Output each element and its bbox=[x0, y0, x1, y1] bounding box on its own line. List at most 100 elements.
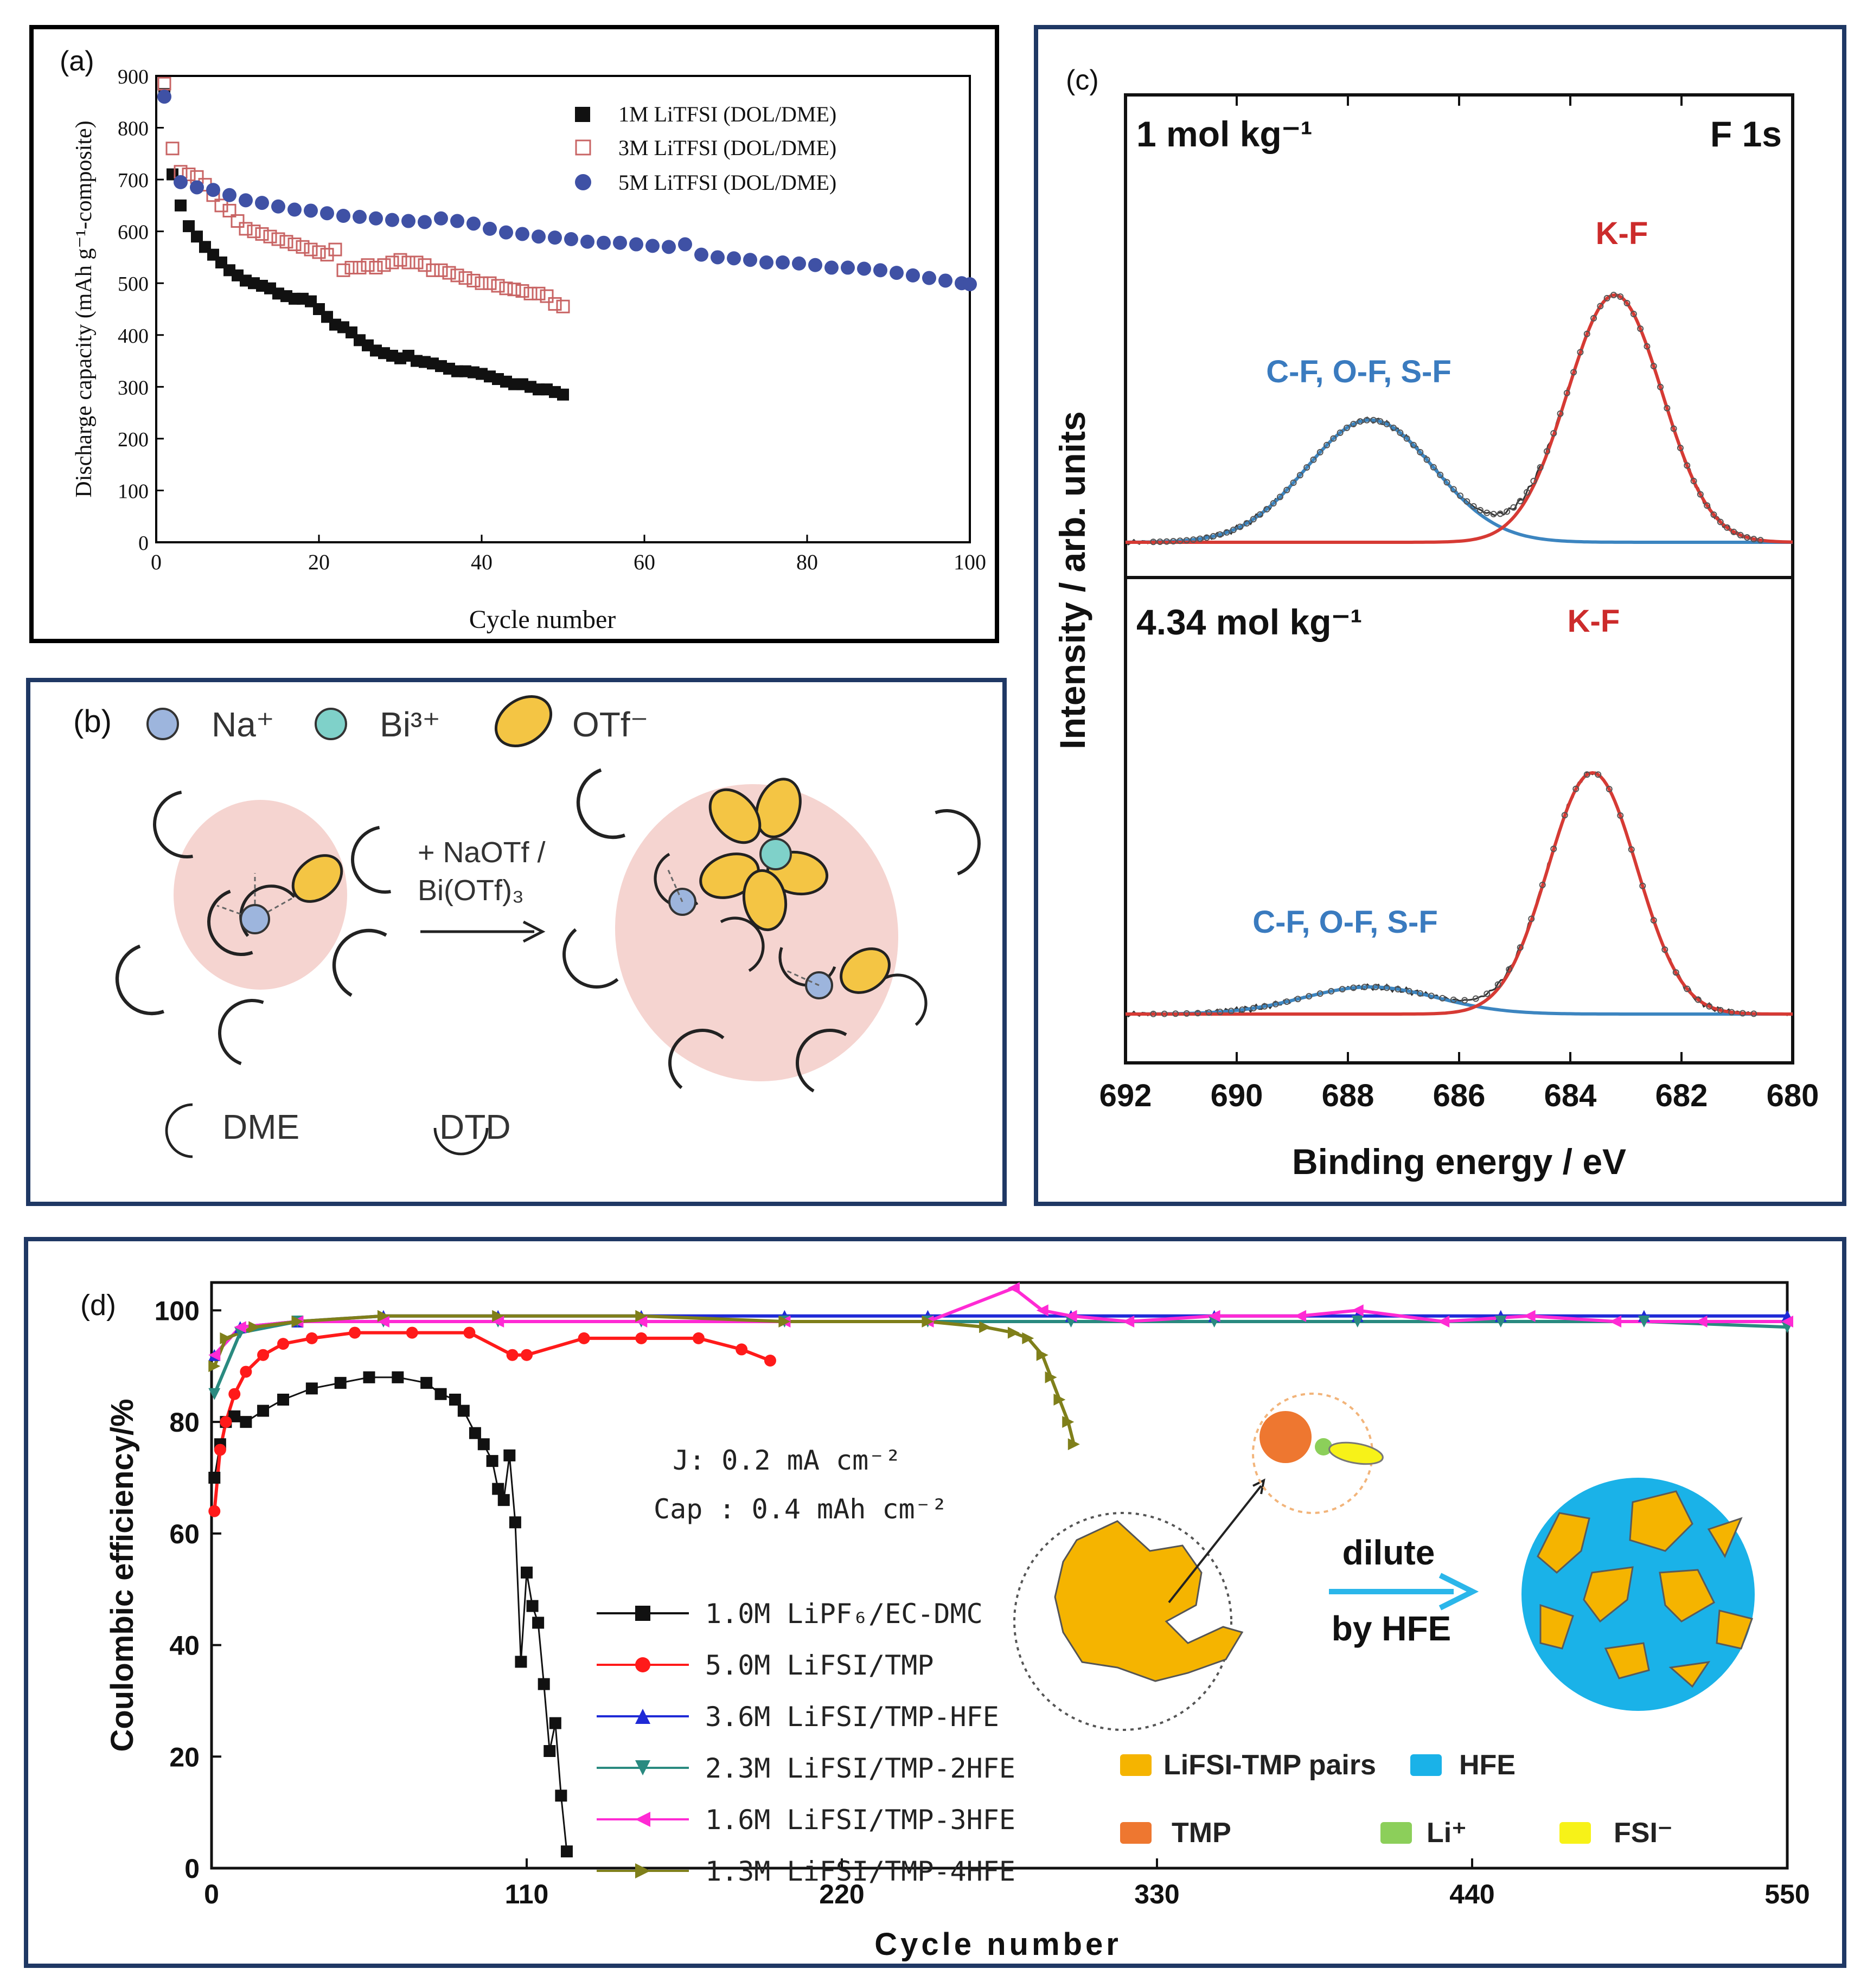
y-tick-label: 40 bbox=[169, 1631, 200, 1661]
data-point-3m bbox=[475, 276, 489, 290]
data-point-circle bbox=[228, 1388, 241, 1400]
data-point-3m bbox=[507, 283, 521, 297]
data-point bbox=[1296, 472, 1303, 479]
data-point-circle bbox=[736, 1343, 748, 1356]
data-point-triangle-right bbox=[778, 1316, 791, 1328]
data-point bbox=[1243, 520, 1250, 527]
data-point bbox=[1730, 528, 1737, 535]
zoom-pointer-line bbox=[1168, 1485, 1262, 1604]
data-point-1m bbox=[183, 220, 195, 233]
zoom-pointer-head bbox=[1252, 1478, 1265, 1495]
data-point-3m bbox=[499, 281, 513, 296]
legend-otf-label: OTf⁻ bbox=[572, 705, 648, 744]
data-point bbox=[1361, 984, 1368, 991]
data-point bbox=[1517, 497, 1524, 504]
data-point-circle bbox=[521, 1349, 533, 1361]
panel-b-tag: (b) bbox=[73, 704, 112, 739]
data-point bbox=[1230, 527, 1237, 534]
data-point-triangle-left bbox=[1351, 1304, 1364, 1317]
panel-d-y-ticks: 0 20 40 60 80 100 bbox=[155, 1296, 221, 1884]
panel-c-x-ticks: 692 690 688 686 684 682 680 bbox=[1099, 95, 1819, 1113]
data-point-5m bbox=[678, 237, 692, 252]
panel-d-x-axis-label: Cycle number bbox=[874, 1927, 1122, 1962]
data-point-5m bbox=[206, 183, 220, 197]
data-point bbox=[1339, 986, 1346, 993]
data-point bbox=[1316, 990, 1323, 997]
data-point bbox=[1290, 479, 1297, 486]
data-point-5m bbox=[743, 253, 757, 267]
data-point-5m bbox=[808, 258, 822, 272]
data-point-triangle-right bbox=[635, 1863, 650, 1878]
data-point-5m bbox=[841, 260, 855, 275]
data-point-circle bbox=[240, 1365, 252, 1378]
conditions-capacity: Cap : 0.4 mAh cm⁻² bbox=[654, 1493, 948, 1525]
data-point bbox=[1395, 986, 1402, 993]
data-point bbox=[1537, 464, 1544, 471]
data-point-triangle-right bbox=[208, 1360, 221, 1373]
data-point-square bbox=[240, 1416, 252, 1428]
data-point-circle bbox=[406, 1326, 418, 1339]
data-point bbox=[1561, 812, 1568, 819]
data-point bbox=[1397, 429, 1404, 436]
data-point bbox=[1737, 531, 1744, 538]
na-ion-icon bbox=[146, 708, 179, 740]
data-point-5m bbox=[515, 227, 529, 241]
data-point-triangle-right bbox=[291, 1316, 304, 1328]
panel-c: (c) 692 690 688 686 684 682 680 1 mol kg⁻¹ F 1… bbox=[1034, 25, 1846, 1206]
arrow-label-line2: Bi(OTf)₃ bbox=[418, 874, 524, 907]
data-point-5m bbox=[401, 214, 415, 228]
data-point bbox=[1205, 1009, 1212, 1016]
data-point-triangle-right bbox=[635, 1310, 648, 1322]
data-point bbox=[1405, 987, 1412, 995]
x-tick-label: 20 bbox=[308, 550, 330, 574]
na-ion bbox=[240, 904, 270, 934]
data-point-triangle-right bbox=[1062, 1416, 1075, 1428]
data-point bbox=[1543, 448, 1550, 455]
coordination-line bbox=[666, 867, 683, 902]
otf-anion bbox=[742, 869, 788, 932]
data-point bbox=[1484, 990, 1491, 997]
conditions-current-density: J: 0.2 mA cm⁻² bbox=[673, 1445, 901, 1476]
x-tick-label: 550 bbox=[1764, 1879, 1810, 1909]
data-point bbox=[1717, 1006, 1724, 1014]
data-point-5m bbox=[157, 89, 171, 104]
data-point-5m bbox=[890, 266, 904, 280]
fit-peak-cf bbox=[1125, 418, 1793, 544]
data-point bbox=[1704, 502, 1711, 509]
key-li-swatch bbox=[1380, 1822, 1412, 1844]
data-point bbox=[1617, 812, 1624, 819]
data-point bbox=[1276, 493, 1283, 501]
data-point bbox=[1650, 917, 1657, 924]
data-point-3m bbox=[263, 229, 277, 243]
y-tick-label: 100 bbox=[118, 480, 149, 503]
panel-a: (a) 0 100 200 300 400 500 600 700 800 900 0 20 40 60… bbox=[29, 25, 999, 643]
data-point-3m bbox=[255, 227, 269, 241]
dtd-molecule bbox=[654, 852, 699, 908]
data-point-5m bbox=[857, 261, 871, 276]
data-point-square bbox=[477, 1438, 490, 1451]
data-point-square bbox=[503, 1449, 516, 1461]
data-point-5m bbox=[629, 237, 643, 252]
data-point-5m bbox=[466, 216, 481, 231]
otf-anion bbox=[291, 854, 343, 903]
data-point bbox=[1757, 537, 1764, 544]
data-point-square bbox=[521, 1566, 533, 1579]
data-point-1m bbox=[191, 230, 203, 243]
legend-dtd-label: DTD bbox=[439, 1107, 511, 1146]
panel-a-legend: 1M LiTFSI (DOL/DME) 3M LiTFSI (DOL/DME) … bbox=[575, 102, 836, 195]
data-point bbox=[1377, 418, 1384, 425]
data-point-5m bbox=[174, 175, 188, 189]
data-point bbox=[1490, 510, 1497, 517]
data-point bbox=[1724, 524, 1731, 531]
data-point-square bbox=[469, 1427, 481, 1439]
data-point bbox=[1217, 531, 1224, 538]
dilution-schematic: dilute by HFE bbox=[1013, 1393, 1755, 1731]
data-point bbox=[1530, 478, 1537, 485]
x-tick-label: 692 bbox=[1099, 1078, 1152, 1113]
data-point bbox=[1357, 418, 1364, 425]
data-point bbox=[1383, 420, 1390, 427]
legend-label-5m: 5M LiTFSI (DOL/DME) bbox=[618, 170, 836, 195]
fit-peak-kf bbox=[1126, 293, 1793, 544]
data-point bbox=[1170, 538, 1177, 545]
data-point-triangle-left bbox=[1065, 1310, 1077, 1322]
